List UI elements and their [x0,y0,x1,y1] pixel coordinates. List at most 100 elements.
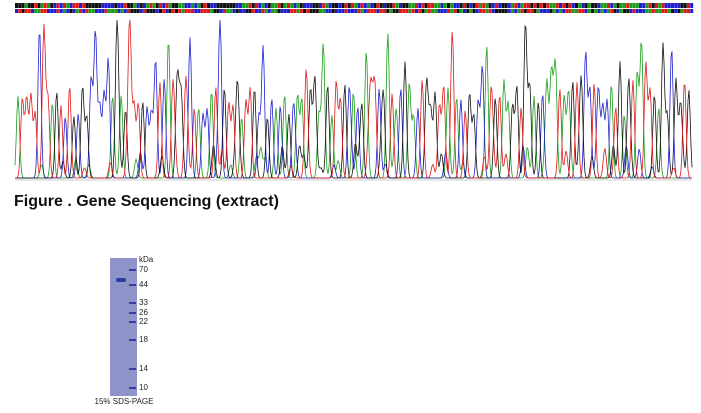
ladder-band [129,387,136,389]
base-cell [683,9,687,13]
base-cell [210,9,214,13]
base-cell [37,3,41,8]
base-cell [248,9,252,13]
base-cell [655,3,658,8]
base-cell [85,9,89,13]
base-cell [523,3,527,8]
ladder-band [129,339,136,341]
base-cell [587,9,591,13]
base-cell [482,3,486,8]
base-cell [31,9,34,13]
base-cell [530,3,534,8]
base-cell [98,3,102,8]
base-cell [533,3,537,8]
base-cell [175,9,178,13]
base-cell [85,3,89,8]
base-cell [373,9,377,13]
base-cell [357,3,361,8]
base-cell [418,9,422,13]
trace [15,19,692,179]
base-cell [53,3,57,8]
base-cell [88,3,92,8]
base-cell [207,9,210,13]
base-cell [91,9,95,13]
base-cell [34,3,38,8]
base-cell [603,3,607,8]
base-cell [511,3,514,8]
base-cell [159,3,162,8]
base-cell [232,3,236,8]
base-cell [578,9,582,13]
base-cell [235,3,239,8]
base-cell [616,3,620,8]
base-cell [319,9,322,13]
base-cell [645,3,649,8]
base-cell [200,9,204,13]
base-cell [635,9,639,13]
base-cell [600,3,604,8]
base-cell [255,9,258,13]
base-cell [155,3,159,8]
base-cell [162,3,166,8]
base-cell [395,3,399,8]
base-cell [594,3,598,8]
base-cell [50,3,54,8]
base-cell [114,9,118,13]
base-cell [325,3,329,8]
base-cell [15,3,18,8]
base-cell [290,9,294,13]
base-cell [415,9,418,13]
base-cell [325,9,329,13]
base-cell [287,9,290,13]
base-cell [104,9,108,13]
base-cell [411,9,415,13]
base-cell [651,9,655,13]
base-cell [645,9,649,13]
base-cell [15,9,18,13]
base-cell [239,3,242,8]
base-cell [79,9,82,13]
base-cell [213,9,217,13]
base-cell [619,9,623,13]
base-cell [207,3,210,8]
base-cell [488,3,492,8]
base-cell [184,9,188,13]
base-cell [571,9,575,13]
base-cell [392,9,396,13]
base-cell [437,9,441,13]
base-cell [501,9,505,13]
base-cell [290,3,294,8]
ladder-label: 26 [139,308,148,317]
base-cell [405,9,409,13]
base-cell [341,9,345,13]
base-cell [421,9,425,13]
base-cell [552,9,556,13]
base-cell [184,3,188,8]
base-cell [120,3,124,8]
base-cell [559,3,562,8]
base-cell [344,3,348,8]
ladder-band [129,312,136,314]
base-cell [232,9,236,13]
base-cell [367,9,370,13]
base-cell [379,3,383,8]
base-cell [459,9,463,13]
base-cell [475,3,479,8]
base-cell [674,9,678,13]
base-cell [555,3,559,8]
base-cell [389,3,393,8]
base-cell [21,9,25,13]
base-cell [72,9,76,13]
base-cell [293,9,297,13]
base-cell [632,3,636,8]
base-cell [229,9,233,13]
base-cell [56,3,60,8]
base-cell [680,3,684,8]
base-cell [603,9,607,13]
base-cell [91,3,95,8]
base-cell [143,9,146,13]
base-cell [447,3,450,8]
base-cell [680,9,684,13]
base-cell [40,3,44,8]
base-cell [171,9,175,13]
